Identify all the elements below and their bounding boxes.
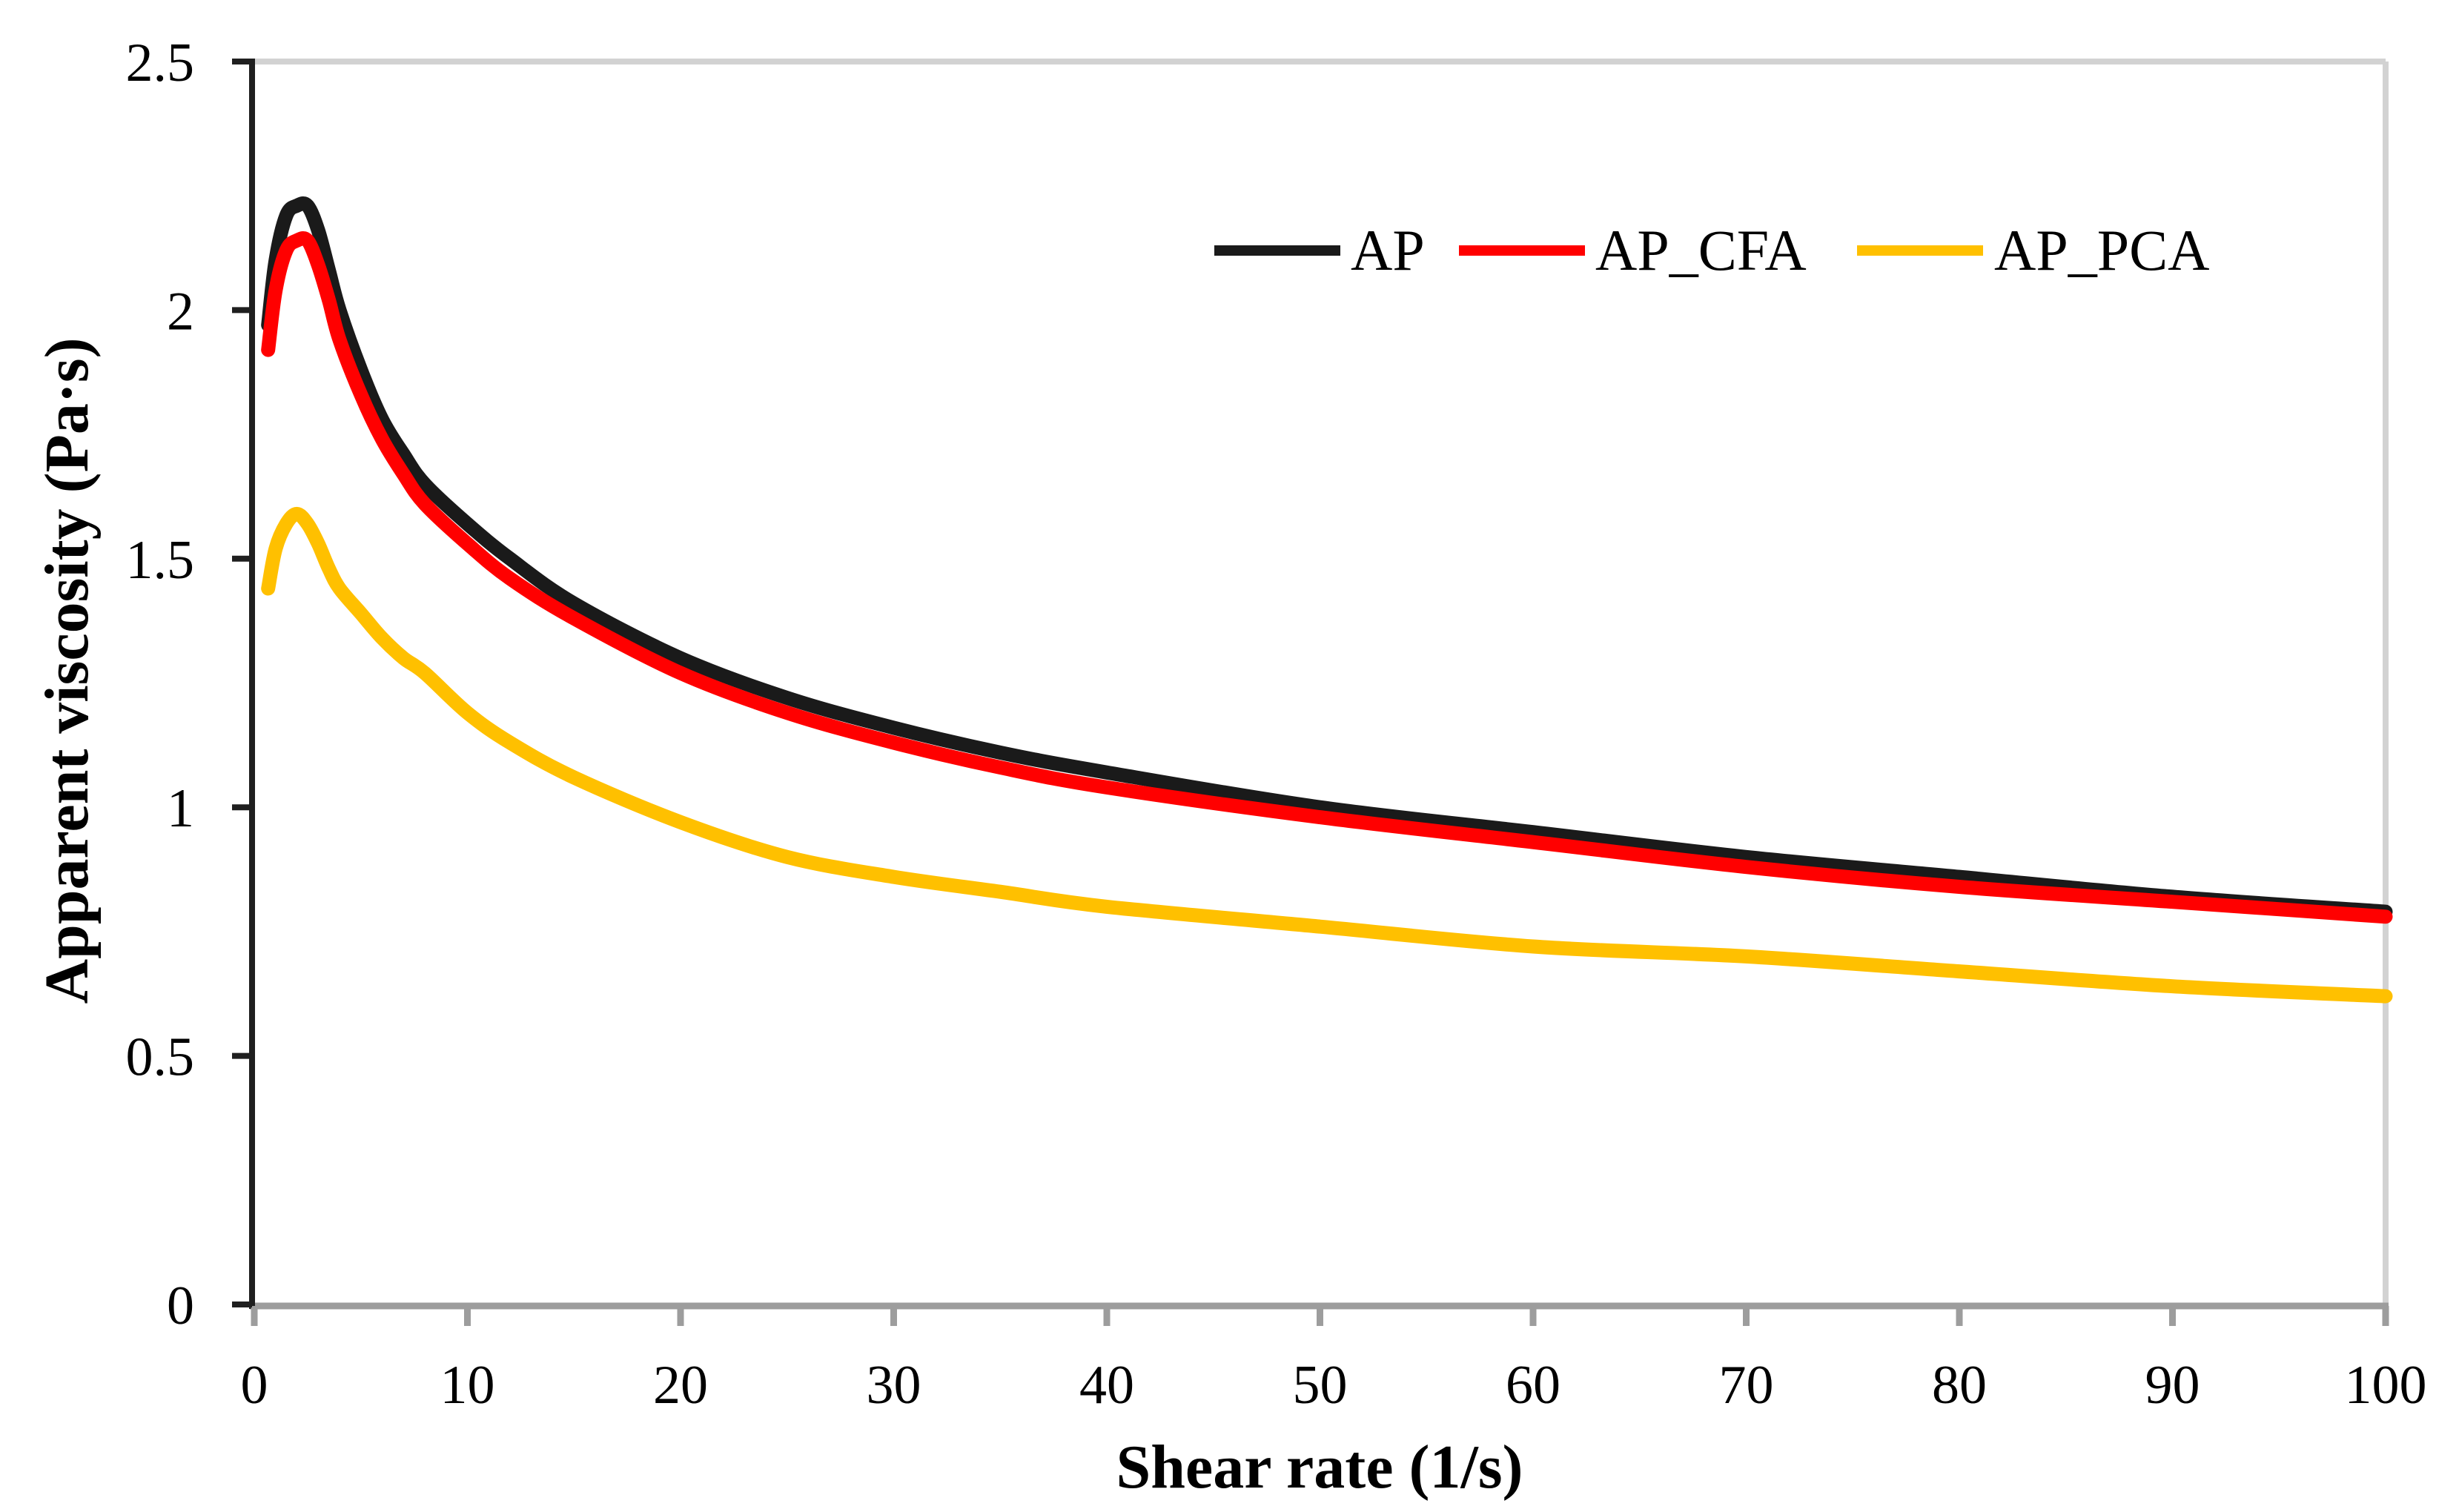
series-line-AP_PCA xyxy=(261,506,2393,1004)
tick-labels: 0 10 20 30 40 50 60 70 80 90 100 0 0.5 1 1.5 2 2.5 xyxy=(126,33,2427,1416)
legend-label-ap-cfa: AP_CFA xyxy=(1595,218,1807,282)
y-tick-label: 1.5 xyxy=(126,530,195,591)
x-tick-label: 30 xyxy=(867,1355,921,1416)
series-curves xyxy=(261,196,2393,1004)
y-tick-label: 0.5 xyxy=(126,1027,195,1088)
x-tick-label: 70 xyxy=(1719,1355,1774,1416)
y-tick-label: 0 xyxy=(167,1276,194,1336)
axes xyxy=(232,59,2389,1326)
x-tick-label: 50 xyxy=(1293,1355,1348,1416)
legend: AP AP_CFA AP_PCA xyxy=(1214,218,2209,282)
x-tick-label: 60 xyxy=(1506,1355,1561,1416)
y-tick-label: 2 xyxy=(167,281,194,342)
legend-label-ap: AP xyxy=(1351,218,1425,282)
x-tick-label: 40 xyxy=(1079,1355,1134,1416)
x-tick-label: 80 xyxy=(1932,1355,1987,1416)
x-axis-title: Shear rate (1/s) xyxy=(1116,1433,1523,1502)
y-axis-title: Apparent viscosity (Pa·s) xyxy=(33,337,102,1004)
x-tick-label: 10 xyxy=(440,1355,495,1416)
x-tick-label: 20 xyxy=(653,1355,708,1416)
y-tick-label: 1 xyxy=(167,778,194,839)
x-tick-label: 90 xyxy=(2145,1355,2200,1416)
series-line-AP xyxy=(261,196,2393,919)
y-tick-label: 2.5 xyxy=(126,33,195,93)
plot-border xyxy=(252,59,2389,1306)
x-tick-label: 100 xyxy=(2345,1355,2427,1416)
legend-label-ap-pca: AP_PCA xyxy=(1994,218,2209,282)
x-tick-label: 0 xyxy=(241,1355,268,1416)
series-line-AP_CFA xyxy=(261,231,2393,924)
